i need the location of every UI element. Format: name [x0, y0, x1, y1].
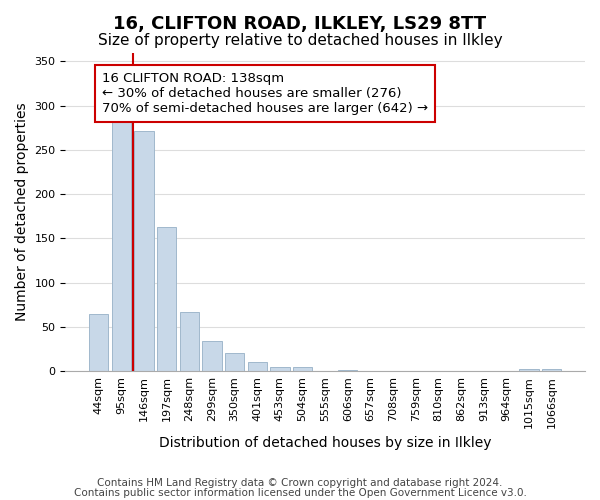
Text: 16, CLIFTON ROAD, ILKLEY, LS29 8TT: 16, CLIFTON ROAD, ILKLEY, LS29 8TT — [113, 15, 487, 33]
Y-axis label: Number of detached properties: Number of detached properties — [15, 102, 29, 321]
Bar — [520, 370, 539, 371]
Text: 16 CLIFTON ROAD: 138sqm
← 30% of detached houses are smaller (276)
70% of semi-d: 16 CLIFTON ROAD: 138sqm ← 30% of detache… — [102, 72, 428, 115]
Text: Contains public sector information licensed under the Open Government Licence v3: Contains public sector information licen… — [74, 488, 526, 498]
Bar — [225, 354, 244, 371]
Text: Contains HM Land Registry data © Crown copyright and database right 2024.: Contains HM Land Registry data © Crown c… — [97, 478, 503, 488]
Bar — [89, 314, 108, 371]
Bar — [338, 370, 358, 371]
Bar — [157, 227, 176, 371]
Bar — [134, 132, 154, 371]
Bar — [248, 362, 267, 371]
Bar — [112, 122, 131, 371]
X-axis label: Distribution of detached houses by size in Ilkley: Distribution of detached houses by size … — [159, 436, 491, 450]
Bar — [270, 366, 290, 371]
Text: Size of property relative to detached houses in Ilkley: Size of property relative to detached ho… — [98, 32, 502, 48]
Bar — [542, 370, 562, 371]
Bar — [293, 366, 312, 371]
Bar — [179, 312, 199, 371]
Bar — [202, 341, 221, 371]
